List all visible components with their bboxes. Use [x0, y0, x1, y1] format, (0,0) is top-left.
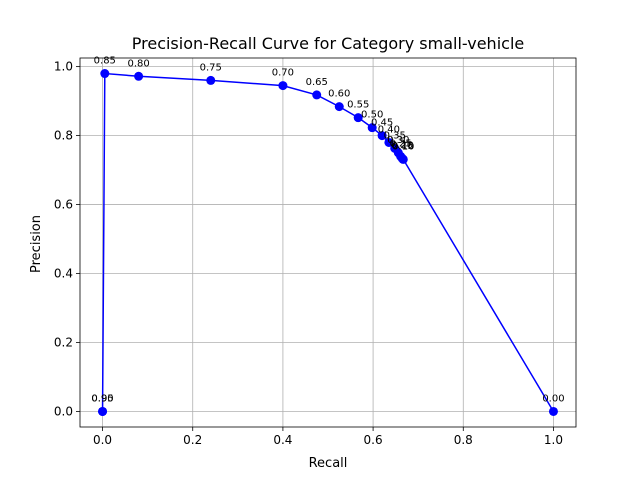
x-axis-label: Recall [309, 456, 348, 471]
data-point-label: 0.65 [306, 77, 328, 88]
x-axis-ticks: 0.0 0.2 0.4 0.6 0.8 1.0 [93, 427, 563, 447]
x-tick-label: 0.4 [273, 433, 292, 447]
data-points [98, 69, 558, 416]
chart-title: Precision-Recall Curve for Category smal… [132, 34, 524, 53]
x-tick-label: 0.6 [364, 433, 383, 447]
data-point-label: 0.40 [378, 124, 400, 135]
data-point-label: 0.15 [392, 141, 414, 152]
y-axis-ticks: 0.0 0.2 0.4 0.6 0.8 1.0 [54, 60, 80, 418]
data-point [98, 406, 108, 416]
data-point-label: 0.25 [389, 138, 411, 149]
y-tick-label: 0.4 [54, 267, 73, 281]
data-point-label: 0.30 [387, 135, 409, 146]
data-point [278, 81, 288, 91]
data-point-label: 0.45 [371, 118, 393, 129]
data-point-label: 0.50 [361, 110, 383, 121]
data-point-label: 0.85 [94, 56, 116, 67]
data-point [206, 75, 216, 85]
y-tick-label: 0.0 [54, 404, 73, 418]
data-point [548, 406, 558, 416]
data-point-label: 0.55 [347, 100, 369, 111]
data-point-label: 0.80 [127, 58, 149, 69]
x-tick-label: 0.2 [183, 433, 202, 447]
data-point-label: 0.90 [91, 393, 113, 404]
y-tick-label: 0.2 [54, 336, 73, 350]
x-tick-label: 0.8 [454, 433, 473, 447]
data-point-label: 0.60 [328, 89, 350, 100]
point-labels: 0.950.90 0.85 0.80 0.75 0.70 0.650.600.550.50… [91, 56, 564, 405]
data-point-label: 0.00 [542, 393, 564, 404]
data-point [100, 69, 110, 79]
y-tick-label: 1.0 [54, 60, 73, 74]
data-point [367, 123, 377, 133]
data-point-label: 0.20 [391, 140, 413, 151]
y-tick-label: 0.6 [54, 198, 73, 212]
plot-frame [79, 57, 577, 428]
data-point-label: 0.70 [272, 68, 294, 79]
y-tick-label: 0.8 [54, 129, 73, 143]
data-point-label: 0.10 [392, 141, 414, 152]
data-point [134, 71, 144, 81]
y-axis-label: Precision [29, 215, 44, 273]
data-point [312, 90, 322, 100]
data-point [353, 113, 363, 123]
grid [80, 58, 576, 427]
x-tick-label: 1.0 [544, 433, 563, 447]
x-tick-label: 0.0 [93, 433, 112, 447]
data-point-label: 0.75 [200, 62, 222, 73]
data-point [334, 102, 344, 112]
data-point [384, 137, 394, 147]
data-point [377, 131, 387, 141]
data-point [398, 154, 408, 164]
data-point-label: 0.35 [384, 130, 406, 141]
data-point-label: 0.95 [91, 393, 113, 404]
